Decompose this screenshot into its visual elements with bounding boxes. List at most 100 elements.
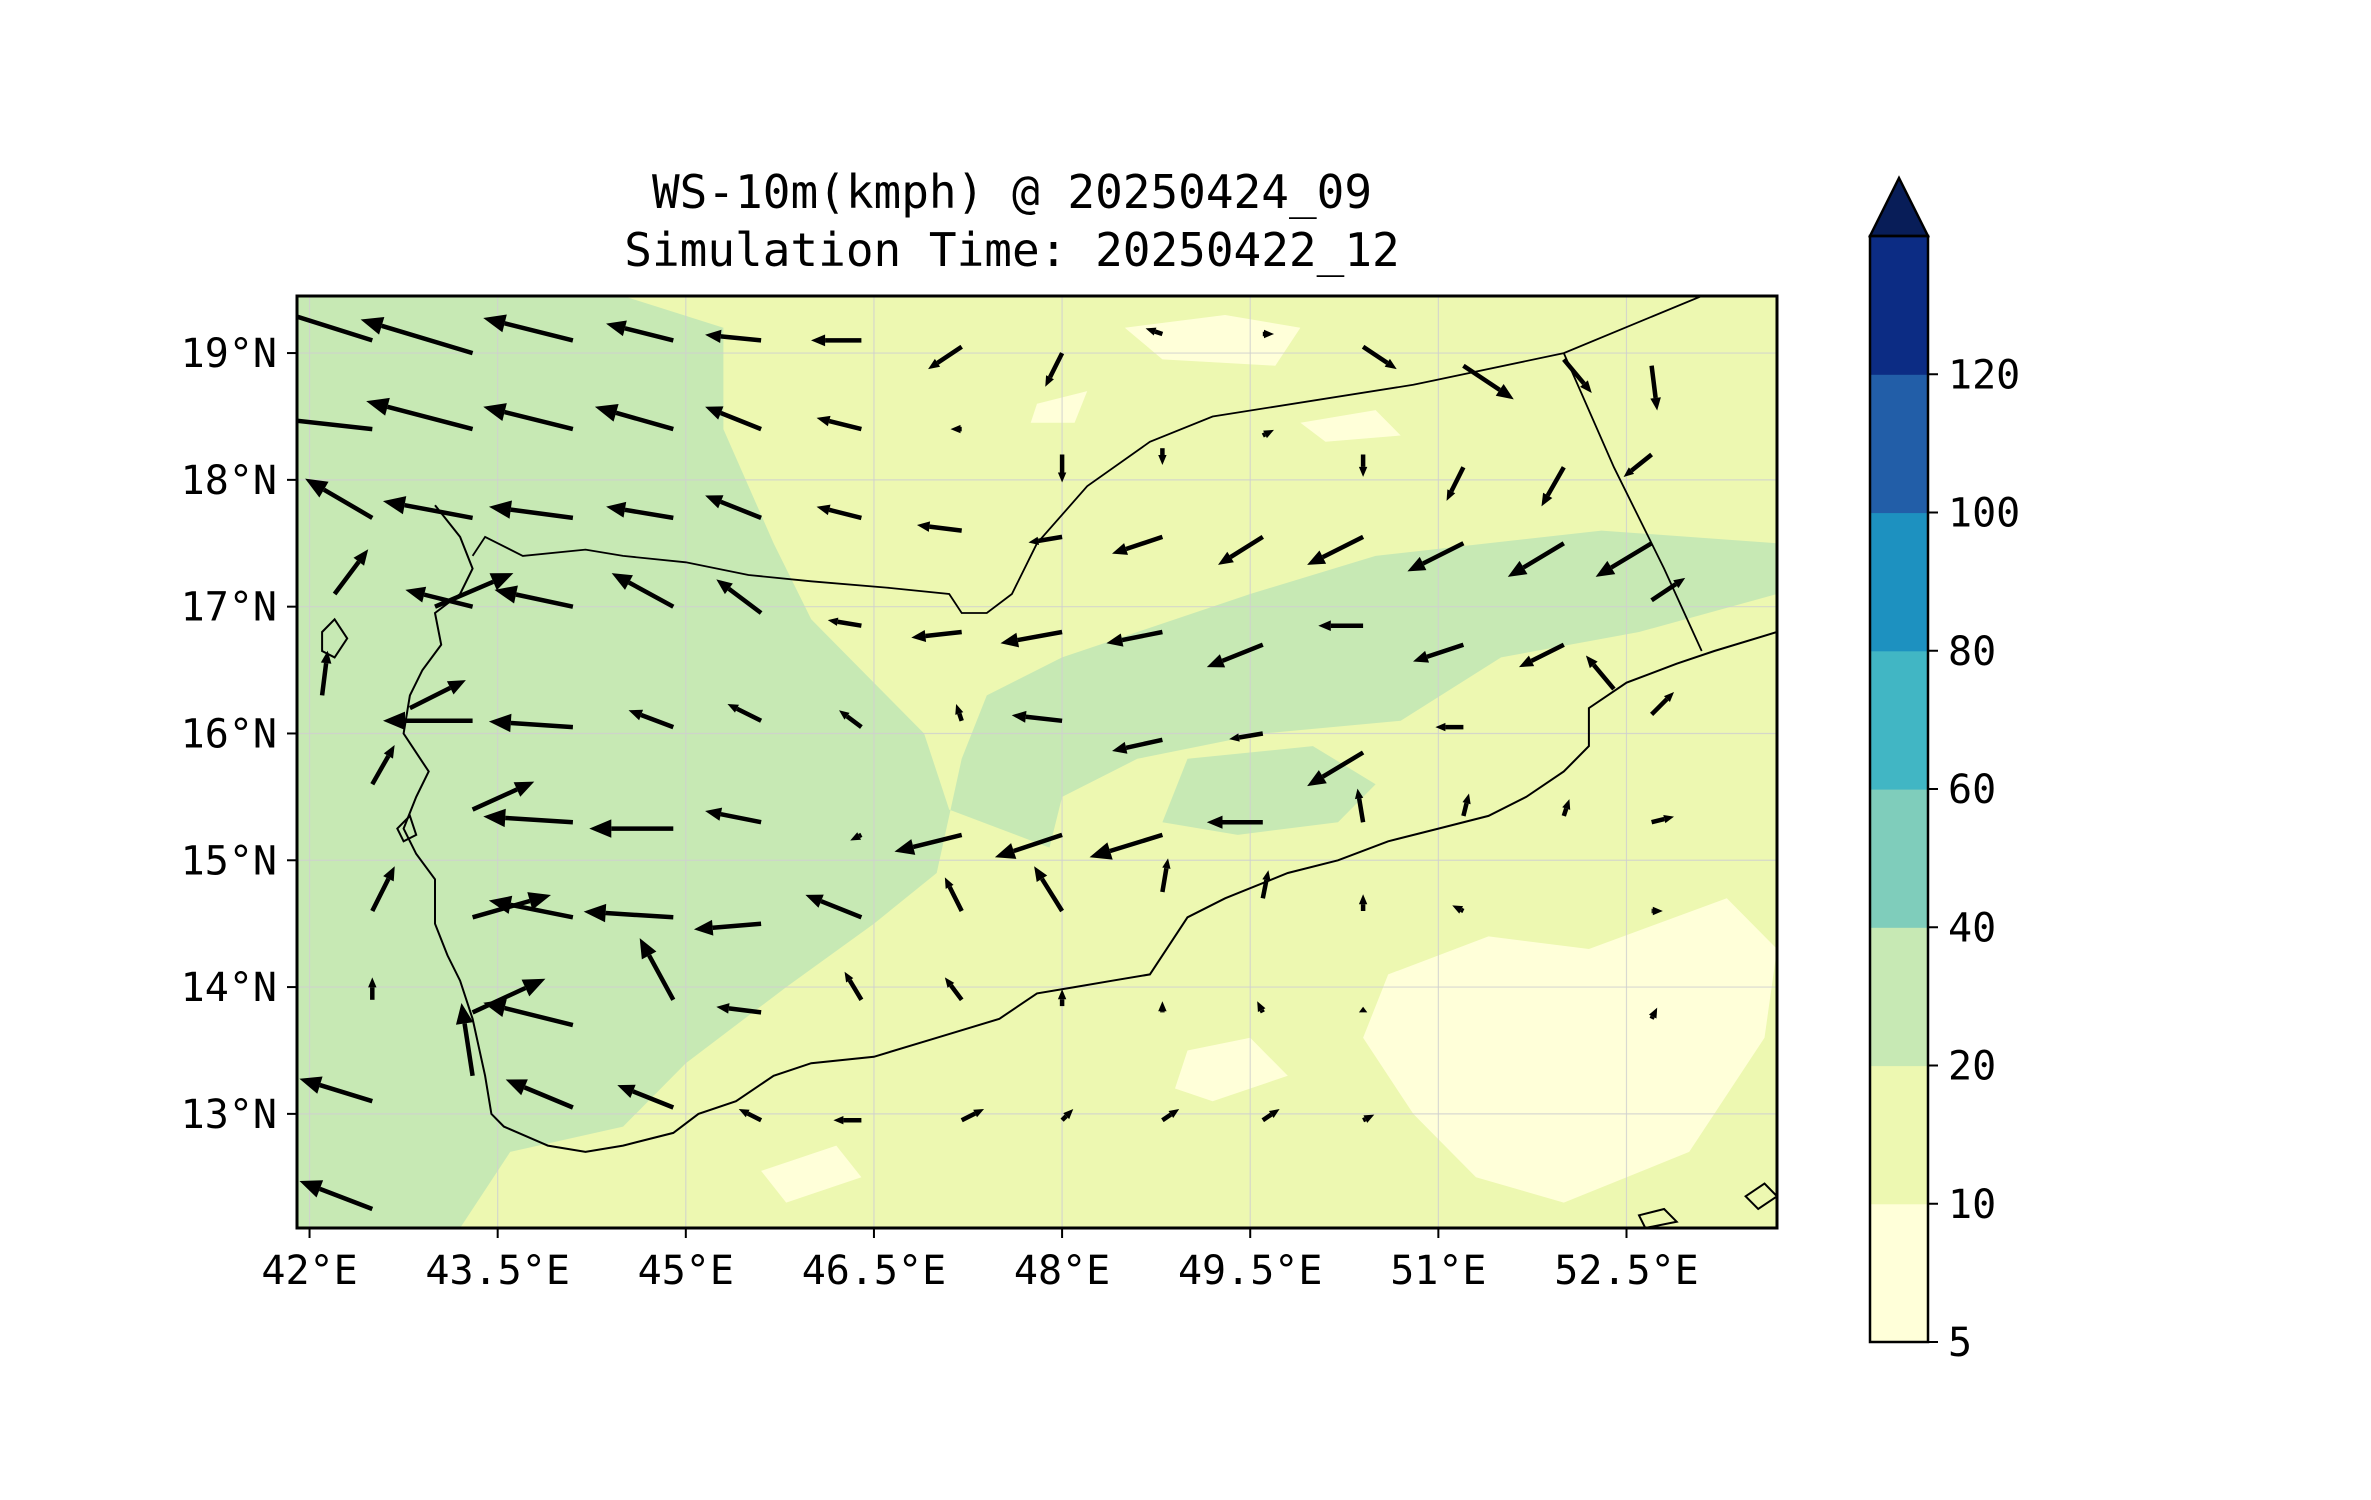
wind-arrow-head: [816, 504, 831, 516]
wind-arrow-shaft: [1260, 879, 1269, 899]
island-3: [1744, 1182, 1777, 1211]
wind-arrow-head: [455, 1002, 474, 1025]
wind-arrow: [483, 403, 574, 432]
wind-arrow-shaft: [1321, 750, 1365, 779]
y-tick-label: 15°N: [181, 838, 277, 884]
y-tick-label: 19°N: [181, 331, 277, 377]
wind-arrow-head: [693, 919, 714, 936]
wind-arrow: [382, 496, 474, 521]
wind-arrow: [617, 1084, 675, 1110]
title-line-1: WS-10m(kmph) @ 20250424_09: [652, 165, 1372, 219]
wind-arrow-head: [1358, 466, 1368, 477]
colorbar-label: 60: [1948, 767, 1996, 813]
wind-arrow-shaft: [720, 334, 762, 343]
wind-arrow: [611, 573, 675, 609]
wind-arrow-head: [1580, 380, 1592, 393]
wind-arrow: [716, 579, 763, 615]
wind-arrow-shaft: [728, 1006, 762, 1015]
wind-arrow-shaft: [1449, 466, 1466, 493]
wind-arrow: [1354, 788, 1366, 823]
wind-arrow: [816, 504, 862, 521]
wind-arrow-head: [1495, 383, 1514, 400]
wind-arrow: [738, 1109, 763, 1123]
wind-arrow-shaft: [1649, 365, 1658, 399]
contour-zone-5-10-3: [1175, 1037, 1288, 1102]
wind-arrow: [1650, 691, 1675, 716]
wind-arrow-shaft: [471, 787, 518, 812]
wind-arrow-head: [1541, 492, 1553, 507]
wind-arrow-head: [1462, 793, 1471, 805]
wind-arrow-head: [1652, 906, 1663, 916]
wind-arrow: [1112, 737, 1163, 754]
wind-arrow-shaft: [1356, 798, 1366, 823]
wind-arrow-shaft: [1125, 534, 1164, 552]
wind-arrow: [299, 1180, 374, 1212]
wind-arrow-head: [1562, 799, 1571, 810]
wind-arrow-shaft: [1561, 807, 1569, 817]
wind-arrow-shaft: [1047, 352, 1065, 379]
wind-arrow-shaft: [960, 1111, 977, 1123]
wind-arrow-shaft: [1362, 1117, 1367, 1123]
wind-arrow-head: [1595, 560, 1616, 577]
wind-arrow: [360, 317, 474, 356]
wind-arrow-shaft: [1460, 907, 1465, 914]
wind-arrow-head: [1384, 358, 1397, 370]
wind-arrow-shaft: [370, 877, 391, 913]
wind-arrow: [1158, 448, 1167, 466]
wind-arrow: [1318, 620, 1364, 631]
x-tick-label: 46.5°E: [802, 1248, 947, 1294]
wind-arrow-shaft: [947, 885, 964, 913]
wind-arrow-head: [305, 478, 329, 498]
wind-arrow: [471, 781, 535, 812]
wind-arrow-head: [521, 978, 546, 997]
wind-arrow-shaft: [640, 712, 675, 730]
wind-arrow-head: [383, 711, 405, 730]
wind-arrow-head: [844, 971, 854, 983]
wind-arrow-head: [705, 807, 723, 821]
wind-arrow: [297, 311, 373, 343]
wind-arrow: [1651, 814, 1675, 825]
wind-arrow: [1206, 815, 1263, 829]
wind-arrow-shaft: [434, 579, 495, 609]
wind-arrow-head: [382, 496, 407, 515]
wind-arrow: [833, 1116, 862, 1125]
wind-arrow-head: [1623, 467, 1635, 477]
geography-lines: [321, 296, 1777, 1228]
wind-arrow-shaft: [1321, 534, 1365, 560]
wind-arrow-shaft: [504, 409, 574, 432]
wind-arrow: [1261, 429, 1274, 439]
wind-arrow-head: [705, 406, 724, 420]
wind-arrow: [1413, 642, 1465, 663]
wind-arrow-shaft: [462, 1023, 475, 1077]
colorbar-segment: [1870, 927, 1928, 1067]
wind-arrow-head: [911, 630, 927, 642]
x-tick-label: 52.5°E: [1554, 1248, 1699, 1294]
wind-arrow-head: [705, 495, 724, 509]
wind-arrow-shaft: [1422, 541, 1465, 566]
wind-arrow-head: [811, 334, 826, 347]
wind-arrow: [1106, 629, 1163, 647]
wind-arrow-shaft: [471, 898, 531, 920]
wind-arrow-head: [1358, 894, 1368, 905]
colorbar-label: 5: [1948, 1320, 1972, 1366]
wind-arrow-head: [488, 895, 513, 914]
wind-arrow: [960, 1109, 985, 1123]
wind-arrow-head: [1435, 722, 1446, 732]
wind-arrow: [1462, 363, 1514, 400]
wind-arrow: [606, 501, 674, 521]
wind-arrow-shaft: [1522, 541, 1565, 570]
wind-arrow-shaft: [1592, 663, 1616, 691]
wind-arrow: [955, 704, 964, 722]
wind-arrow-shaft: [510, 720, 574, 730]
wind-arrow: [370, 866, 395, 913]
wind-arrow-head: [1318, 620, 1331, 631]
wind-arrow-shaft: [957, 712, 964, 722]
wind-arrow-shaft: [858, 832, 863, 839]
wind-arrow-head: [488, 713, 512, 733]
wind-arrow-shaft: [929, 524, 962, 533]
wind-arrow-shaft: [404, 502, 474, 521]
map-plot-area[interactable]: [263, 296, 1777, 1228]
wind-arrow-head: [1011, 710, 1027, 723]
wind-arrow-shaft: [1221, 642, 1264, 663]
